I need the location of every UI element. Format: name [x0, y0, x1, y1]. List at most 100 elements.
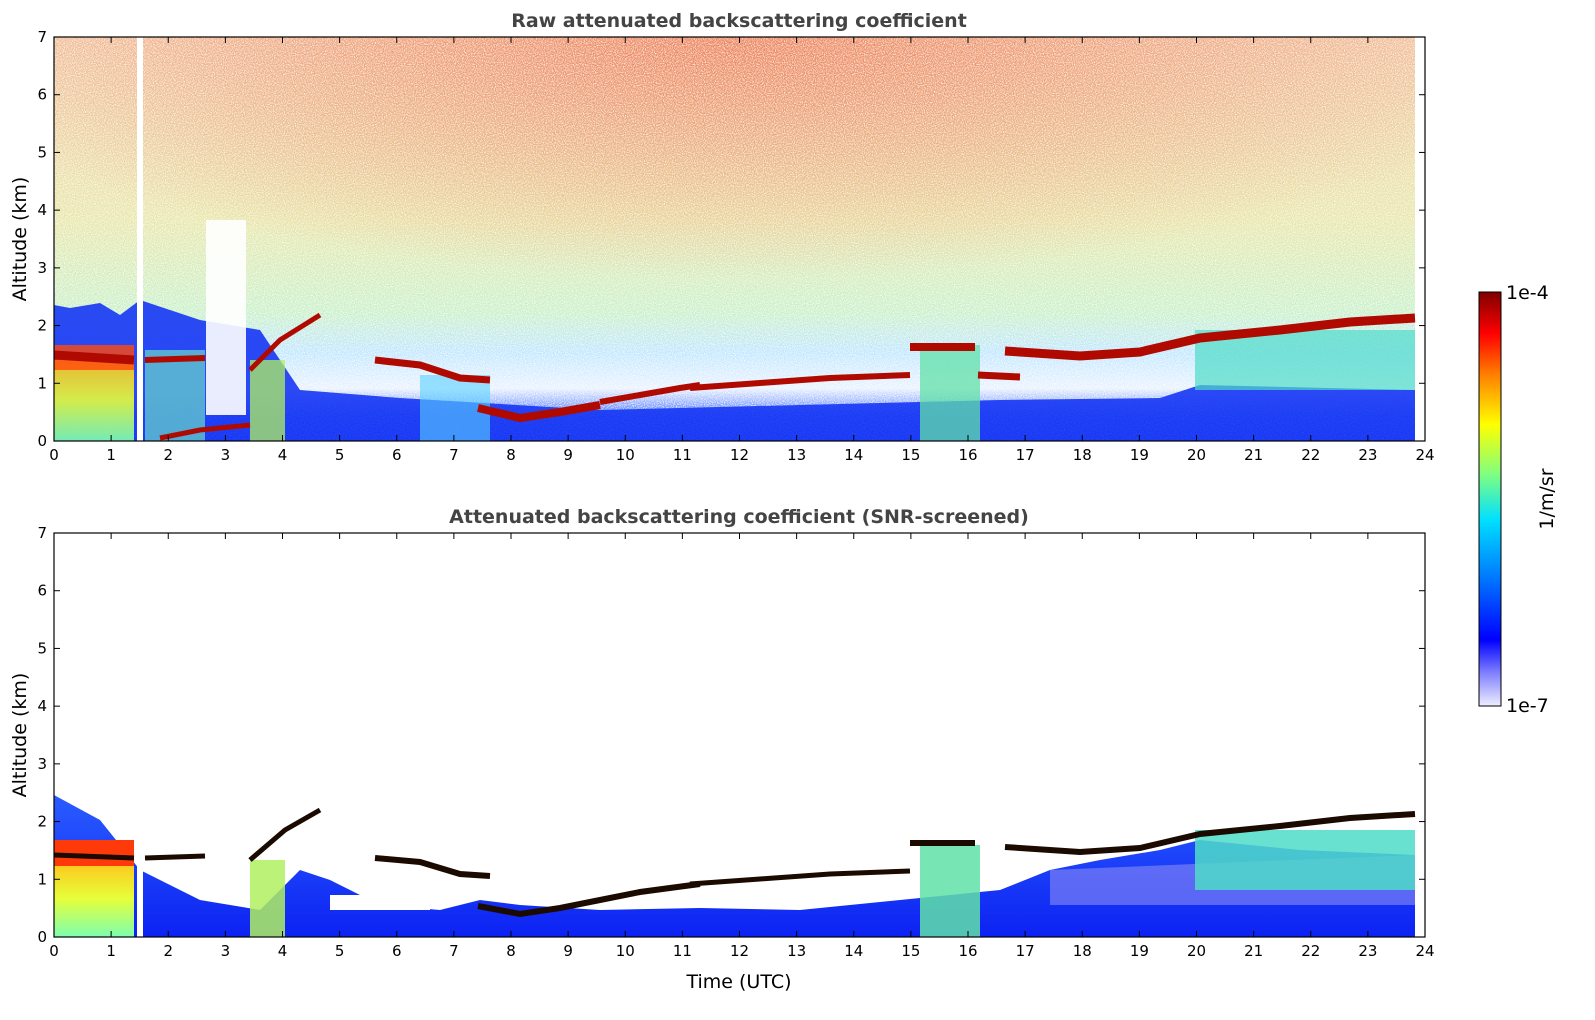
cloud-layer-11	[1004, 313, 1416, 361]
raw-axis-ticks: 0 1 2 3 4 5 6 7 8 9 10 11 12 13 14 15 16 17 18 19 20 21 22 23 24…	[37, 28, 1434, 464]
raw-y-axis-label: Altitude (km)	[9, 177, 31, 302]
raw-heatmap	[54, 37, 1425, 441]
screened-y-tick-label: 2	[37, 813, 47, 831]
cloud-layer-5	[374, 356, 491, 384]
raw-x-tick-label: 6	[392, 446, 402, 464]
raw-cloud-layers	[54, 312, 1416, 441]
colorbar-gradient	[1478, 291, 1502, 707]
raw-x-tick-label: 7	[449, 446, 459, 464]
screened-x-tick-label: 23	[1358, 942, 1377, 960]
screened-y-tick-label: 6	[37, 582, 47, 600]
screened-x-tick-label: 0	[49, 942, 59, 960]
screened-x-tick-label: 15	[901, 942, 920, 960]
screened-x-tick-label: 20	[1187, 942, 1206, 960]
screened-y-tick-label: 7	[37, 524, 47, 542]
screened-x-tick-label: 17	[1016, 942, 1035, 960]
screened-cloud-layer-1	[54, 852, 135, 861]
raw-x-tick-label: 19	[1130, 446, 1149, 464]
screened-x-tick-label: 6	[392, 942, 402, 960]
raw-x-tick-label: 0	[49, 446, 59, 464]
colorbar-min-label: 1e-7	[1506, 695, 1549, 717]
screened-x-axis-label: Time (UTC)	[685, 971, 791, 993]
raw-panel: Raw attenuated backscattering coefficien…	[9, 10, 1435, 464]
raw-x-tick-label: 22	[1301, 446, 1320, 464]
raw-x-tick-label: 17	[1016, 446, 1035, 464]
screened-cloud-layer-6	[689, 868, 911, 887]
screened-cloud-layer-3	[248, 807, 322, 862]
colorbar-max-label: 1e-4	[1506, 282, 1549, 304]
screened-cloud-layer-2	[144, 853, 206, 861]
raw-x-tick-label: 5	[335, 446, 345, 464]
screened-heatmap	[54, 533, 1425, 937]
raw-x-tick-label: 14	[844, 446, 863, 464]
raw-x-tick-label: 18	[1073, 446, 1092, 464]
raw-y-tick-label: 3	[37, 259, 47, 277]
screened-x-tick-label: 19	[1130, 942, 1149, 960]
screened-x-tick-label: 5	[335, 942, 345, 960]
cloud-layer-3	[159, 422, 251, 441]
raw-y-tick-label: 2	[37, 317, 47, 335]
screened-x-tick-label: 24	[1415, 942, 1434, 960]
cloud-layer-6	[477, 401, 601, 423]
screened-cloud-layer-4	[374, 855, 491, 879]
raw-x-tick-label: 3	[221, 446, 231, 464]
raw-x-tick-label: 11	[673, 446, 692, 464]
screened-x-tick-label: 13	[787, 942, 806, 960]
raw-x-tick-label: 10	[616, 446, 635, 464]
screened-x-tick-label: 14	[844, 942, 863, 960]
raw-x-tick-label: 20	[1187, 446, 1206, 464]
raw-x-tick-label: 8	[506, 446, 516, 464]
screened-x-tick-label: 9	[563, 942, 573, 960]
screened-y-tick-label: 1	[37, 870, 47, 888]
raw-y-tick-label: 0	[37, 432, 47, 450]
raw-y-tick-label: 6	[37, 86, 47, 104]
screened-x-tick-label: 4	[278, 942, 288, 960]
screened-y-tick-label: 0	[37, 928, 47, 946]
raw-x-tick-label: 23	[1358, 446, 1377, 464]
cloud-layer-2	[144, 355, 206, 363]
raw-panel-title: Raw attenuated backscattering coefficien…	[511, 10, 967, 32]
screened-x-tick-label: 18	[1073, 942, 1092, 960]
raw-x-tick-label: 9	[563, 446, 573, 464]
screened-y-tick-label: 4	[37, 697, 47, 715]
screened-y-axis-label: Altitude (km)	[9, 673, 31, 798]
raw-x-tick-label: 24	[1415, 446, 1434, 464]
raw-y-tick-label: 5	[37, 143, 47, 161]
screened-x-tick-label: 3	[221, 942, 231, 960]
raw-x-tick-label: 21	[1244, 446, 1263, 464]
screened-x-tick-label: 11	[673, 942, 692, 960]
cloud-layer-4	[248, 312, 322, 372]
raw-x-tick-label: 4	[278, 446, 288, 464]
screened-x-tick-label: 7	[449, 942, 459, 960]
raw-y-tick-label: 1	[37, 374, 47, 392]
cloud-layer-10	[977, 371, 1021, 381]
screened-x-tick-label: 2	[163, 942, 173, 960]
screened-x-tick-label: 22	[1301, 942, 1320, 960]
screened-y-tick-label: 3	[37, 755, 47, 773]
screened-panel-title: Attenuated backscattering coefficient (S…	[449, 506, 1029, 528]
screened-x-tick-label: 12	[730, 942, 749, 960]
raw-x-tick-label: 2	[163, 446, 173, 464]
cloud-layer-8	[689, 372, 911, 391]
raw-x-tick-label: 16	[958, 446, 977, 464]
screened-x-tick-label: 8	[506, 942, 516, 960]
screened-x-tick-label: 16	[958, 942, 977, 960]
screened-x-tick-label: 21	[1244, 942, 1263, 960]
screened-x-tick-label: 1	[106, 942, 116, 960]
screened-cloud-layer-8	[1004, 811, 1416, 856]
screened-cloud-layers	[54, 807, 1416, 918]
raw-x-tick-label: 13	[787, 446, 806, 464]
cloud-layer-1	[54, 350, 135, 365]
raw-y-tick-label: 7	[37, 28, 47, 46]
screened-y-tick-label: 5	[37, 639, 47, 657]
raw-x-tick-label: 12	[730, 446, 749, 464]
colorbar: 1e-4 1e-7 1/m/sr	[1478, 282, 1558, 717]
raw-x-tick-label: 15	[901, 446, 920, 464]
screened-axis-ticks: 0 1 2 3 4 5 6 7 8 9 10 11 12 13 14 15 16 17 18 19 20 21 22 23 24…	[37, 524, 1434, 960]
colorbar-units-label: 1/m/sr	[1536, 468, 1558, 529]
screened-x-tick-label: 10	[616, 942, 635, 960]
screened-panel: Attenuated backscattering coefficient (S…	[9, 506, 1435, 993]
raw-y-tick-label: 4	[37, 201, 47, 219]
screened-cloud-layer-5	[477, 881, 701, 918]
